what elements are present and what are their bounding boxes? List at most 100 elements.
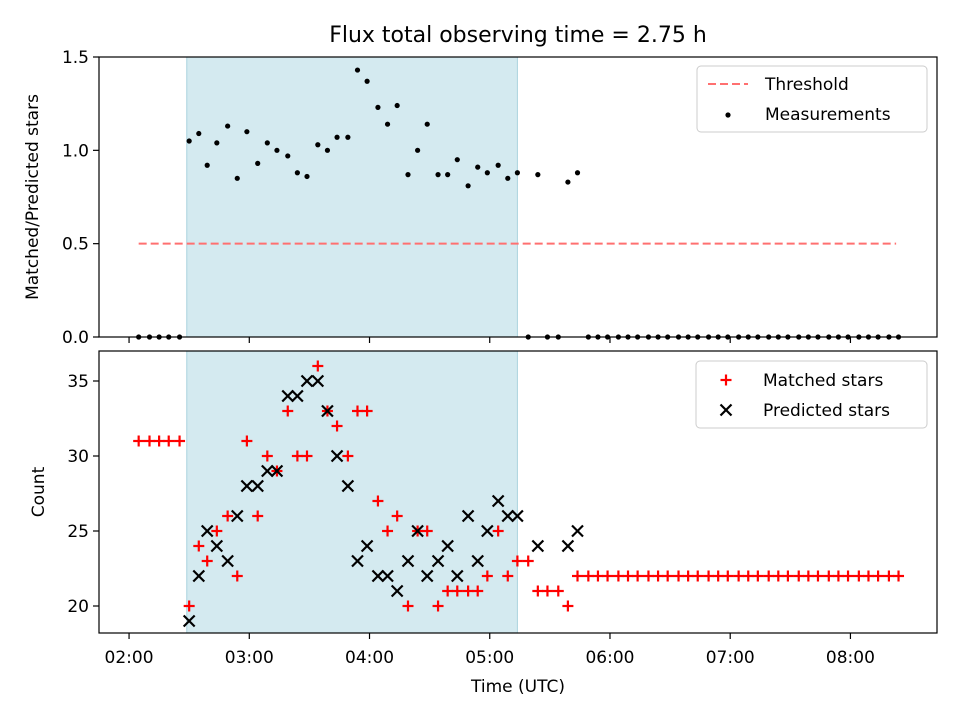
matched-star-point [532,585,544,597]
predicted-star-point [251,479,264,493]
matched-star-point [742,570,754,582]
x-marker-b [200,524,214,538]
matched-star-point [622,570,634,582]
matched-star-point [342,450,354,462]
matched-star-point [552,585,564,597]
x-marker-b [291,389,304,403]
matched-star-point [782,570,794,582]
matched-star-point [652,570,664,582]
count-panel-frame [98,350,938,634]
measurement-point [186,138,192,144]
x-marker-b [719,403,733,417]
x-tick-label: 06:00 [585,648,634,668]
matched-star-point [541,585,553,597]
x-marker-b [182,614,196,628]
matched-star-point [802,570,814,582]
measurement-point [334,134,340,140]
legend-measurements-swatch [725,112,731,118]
matched-star-point [143,435,155,447]
matched-star-point [382,525,394,537]
ratio-legend-box [696,65,928,133]
x-marker-b [261,464,274,478]
matched-star-point [301,450,313,462]
predicted-star-point [451,569,464,583]
matched-star-point [703,570,715,582]
predicted-star-point [390,584,404,598]
matched-star-point [462,585,474,597]
matched-star-point [291,450,303,462]
measurement-point [505,175,511,181]
matched-star-point [183,600,195,612]
matched-star-point [351,405,363,417]
predicted-star-point [281,389,295,403]
x-tick-label: 03:00 [225,648,274,668]
predicted-star-point [371,569,385,583]
predicted-star-point [311,374,325,388]
x-tick-label: 07:00 [706,648,755,668]
x-marker-b [351,554,364,568]
measurement-point [495,162,501,168]
predicted-star-point [441,539,454,553]
y-tick-label: 20 [67,597,89,617]
ratio-legend: Threshold Measurements [696,65,928,133]
x-marker-b [251,479,264,493]
x-marker-b [270,464,284,478]
legend-measurements-label: Measurements [765,105,891,125]
legend-matched-swatch [720,374,732,386]
matched-star-point [153,435,165,447]
x-marker-b [221,554,234,568]
matched-star-point [662,570,674,582]
legend-predicted-label: Predicted stars [763,401,890,421]
predicted-star-point [192,569,206,583]
matched-star-point [572,570,584,582]
matched-star-point [763,570,775,582]
x-marker-b [461,509,475,523]
measurement-point [214,140,220,146]
measurement-point [255,160,261,166]
count-x-axis-ticks: 02:00 03:00 04:00 05:00 06:00 07:00 08:00 [105,633,875,668]
matched-star-point [261,450,273,462]
x-marker-b [281,389,295,403]
matched-star-point [312,360,324,372]
x-marker-b [330,449,344,463]
predicted-star-point [401,554,415,568]
x-marker-b [411,524,424,538]
predicted-star-point [351,554,364,568]
x-marker-b [561,539,575,553]
matched-star-point [673,570,685,582]
count-legend-box [695,360,928,429]
matched-star-point [391,510,403,522]
predicted-star-point [431,554,445,568]
measurement-point [244,129,250,135]
predicted-star-point [461,509,475,523]
predicted-star-point [291,389,304,403]
matched-star-point [712,570,724,582]
count-legend: Matched stars Predicted stars [695,360,928,429]
matched-star-point [442,585,454,597]
matched-star-point [133,435,145,447]
measurement-point [415,147,421,153]
measurement-point [565,179,571,185]
x-marker-b [491,494,505,508]
x-tick-label: 04:00 [345,648,394,668]
measurement-point [454,157,460,163]
matched-star-point [733,570,745,582]
matched-star-point [193,540,205,552]
x-marker-b [341,479,355,493]
x-marker-b [431,554,445,568]
x-marker-b [451,569,464,583]
measurement-point [375,104,381,110]
predicted-star-point [300,374,314,388]
x-marker-b [321,404,334,418]
matched-star-point [582,570,594,582]
matched-star-point [893,570,905,582]
x-marker-b [481,524,494,538]
predicted-star-point [531,539,545,553]
measurement-point [394,102,400,109]
x-marker-b [210,539,224,553]
measurement-point [475,164,481,170]
x-marker-b [381,569,394,583]
y-tick-label: 30 [67,447,89,467]
matched-star-point [602,570,614,582]
matched-star-point [752,570,764,582]
